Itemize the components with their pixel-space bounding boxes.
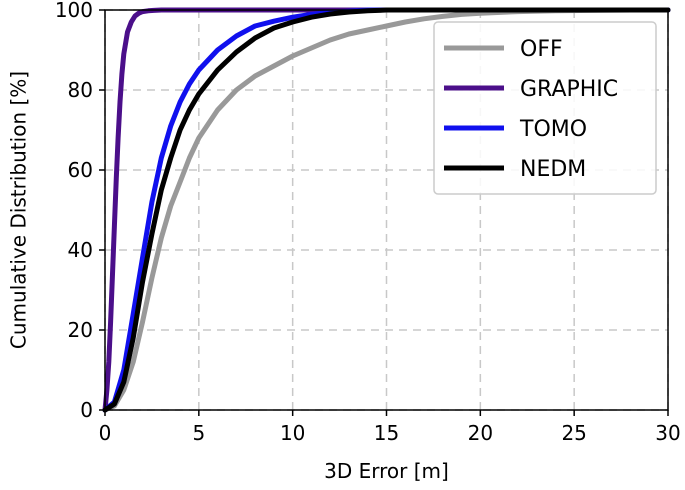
series-lines	[102, 7, 671, 413]
x-axis: 0 5 10 15 20 25 30	[99, 410, 681, 445]
y-tick-label: 40	[68, 238, 93, 262]
x-tick-label: 5	[192, 421, 205, 445]
legend-label-off: OFF	[520, 37, 563, 62]
y-tick-label: 20	[68, 318, 93, 342]
y-tick-label: 0	[80, 398, 93, 422]
series-line-graphic	[102, 7, 671, 413]
x-tick-label: 30	[655, 421, 680, 445]
x-tick-label: 25	[561, 421, 586, 445]
x-axis-label: 3D Error [m]	[324, 459, 449, 483]
y-tick-label: 60	[68, 158, 93, 182]
y-axis: 0 20 40 60 80 100	[55, 0, 105, 422]
legend-label-graphic: GRAPHIC	[520, 77, 618, 102]
legend-label-tomo: TOMO	[519, 117, 587, 142]
y-tick-label: 80	[68, 78, 93, 102]
series-line-off	[102, 7, 671, 413]
x-tick-label: 0	[99, 421, 112, 445]
legend-label-nedm: NEDM	[520, 157, 586, 182]
legend: OFF GRAPHIC TOMO NEDM	[433, 21, 657, 195]
y-tick-label: 100	[55, 0, 93, 22]
y-axis-label: Cumulative Distribution [%]	[7, 71, 31, 349]
series-line-nedm	[102, 7, 671, 413]
x-tick-label: 15	[374, 421, 399, 445]
x-tick-label: 10	[280, 421, 305, 445]
x-tick-label: 20	[468, 421, 493, 445]
legend-box	[433, 21, 657, 195]
